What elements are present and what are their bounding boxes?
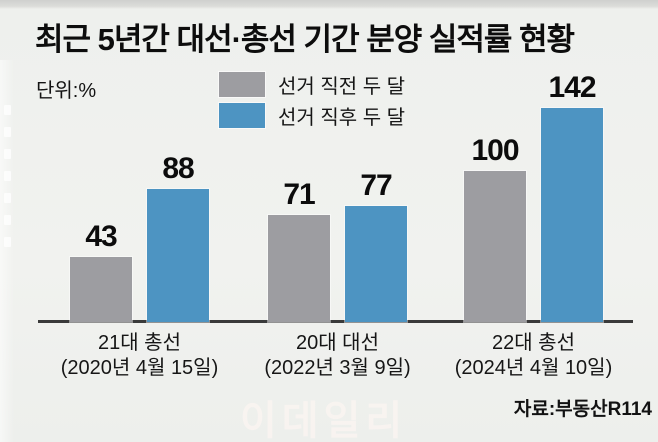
bar-value-label: 100 — [471, 134, 519, 167]
x-axis-baseline — [38, 320, 633, 323]
bar-value-label: 77 — [360, 169, 392, 202]
scan-notch — [4, 149, 11, 159]
bar-after-election-0 — [147, 189, 209, 322]
legend-item-1: 선거 직후 두 달 — [219, 102, 406, 129]
scan-notch — [4, 105, 11, 115]
bar-value-label: 142 — [548, 71, 596, 104]
scan-top-edge — [0, 0, 658, 9]
bar-after-election-2 — [541, 108, 603, 322]
scan-notch — [4, 215, 11, 225]
bar-after-election-1 — [345, 206, 407, 322]
source-credit: 자료:부동산R114 — [513, 399, 652, 420]
scan-left-edge — [0, 60, 14, 442]
category-name: 22대 총선 — [491, 332, 575, 354]
legend-swatch-icon — [219, 71, 265, 97]
category-date: (2020년 4월 15일) — [60, 357, 219, 379]
bar-before-election-1 — [268, 215, 330, 322]
scan-notch — [4, 237, 11, 247]
category-name: 21대 총선 — [97, 332, 181, 354]
bar-before-election-0 — [70, 257, 132, 322]
bar-value-label: 43 — [85, 220, 117, 253]
legend-item-0: 선거 직전 두 달 — [219, 71, 406, 98]
bar-before-election-2 — [464, 171, 526, 322]
chart-title: 최근 5년간 대선·총선 기간 분양 실적률 현황 — [35, 22, 575, 57]
scan-notch — [4, 171, 11, 181]
scan-notch — [4, 127, 11, 137]
watermark: 이데일리 — [240, 399, 408, 442]
category-label-0: 21대 총선 (2020년 4월 15일) — [25, 331, 255, 381]
legend-swatch-icon — [219, 102, 265, 128]
bar-value-label: 88 — [162, 152, 194, 185]
category-date: (2024년 4월 10일) — [454, 357, 613, 379]
unit-label: 단위:% — [36, 80, 97, 102]
legend-label: 선거 직후 두 달 — [278, 106, 406, 129]
category-date: (2022년 3월 9일) — [264, 357, 411, 379]
category-label-2: 22대 총선 (2024년 4월 10일) — [419, 331, 649, 381]
scan-notch — [4, 193, 11, 203]
category-label-1: 20대 대선 (2022년 3월 9일) — [223, 331, 453, 381]
legend-label: 선거 직전 두 달 — [278, 75, 406, 98]
category-name: 20대 대선 — [295, 332, 379, 354]
bar-value-label: 71 — [283, 178, 315, 211]
